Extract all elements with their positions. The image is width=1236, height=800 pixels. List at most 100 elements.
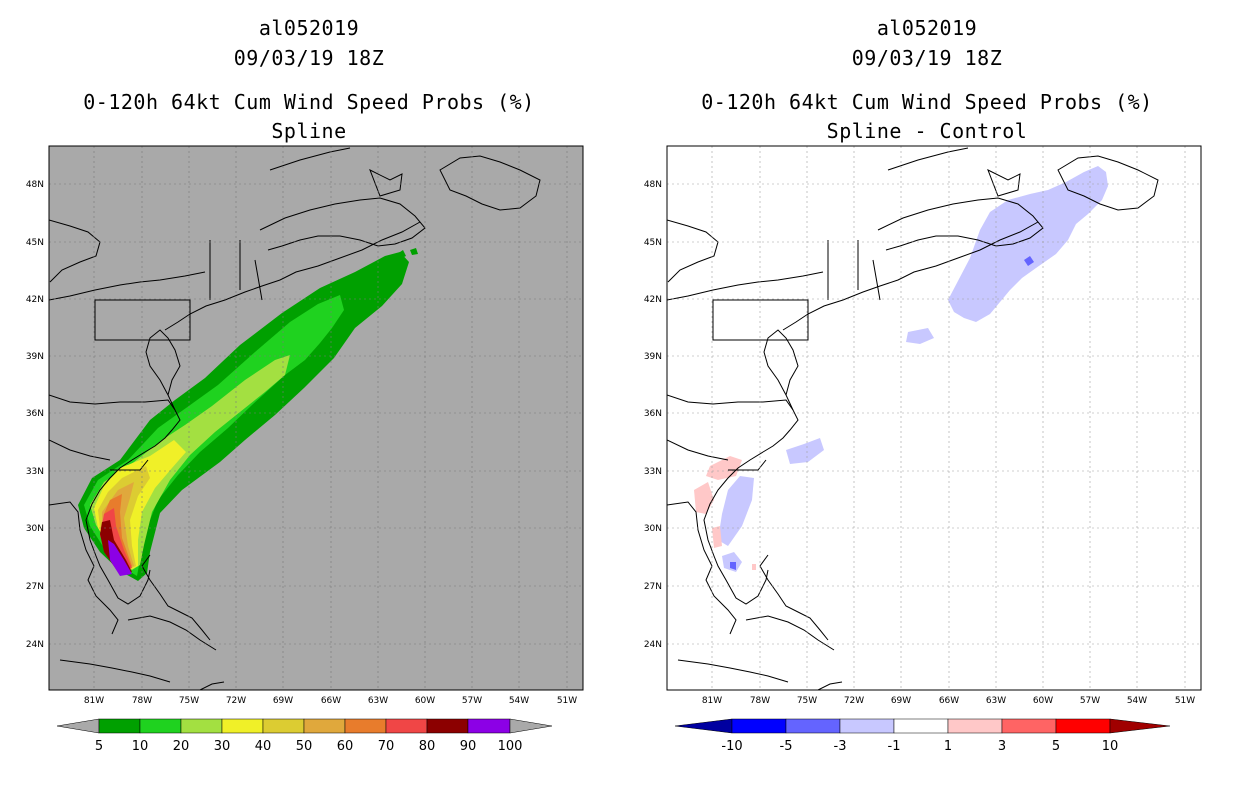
colorbar-label: 70 bbox=[378, 739, 395, 754]
contour-80 bbox=[100, 520, 132, 572]
colorbar-label: 5 bbox=[95, 739, 103, 754]
contour-small-blob-2 bbox=[410, 248, 418, 255]
lon-label: 72W bbox=[226, 696, 246, 706]
lat-label: 48N bbox=[26, 180, 44, 190]
colorbar-swatch bbox=[98, 718, 141, 734]
lon-label: 60W bbox=[415, 696, 435, 706]
left-panel: al052019 09/03/19 18Z 0-120h 64kt Cum Wi… bbox=[26, 16, 584, 754]
colorbar-swatch bbox=[303, 718, 346, 734]
colorbar-swatch bbox=[893, 718, 949, 734]
colorbar-swatch bbox=[221, 718, 264, 734]
lon-label: 81W bbox=[84, 696, 104, 706]
lon-label: 72W bbox=[844, 696, 864, 706]
colorbar-label: 80 bbox=[419, 739, 436, 754]
contour-90 bbox=[108, 540, 132, 576]
contour-small-blob bbox=[397, 250, 406, 259]
colorbar-labels: 5 10 20 30 40 50 60 70 80 90 100 bbox=[95, 739, 523, 754]
lat-label: 33N bbox=[26, 467, 44, 477]
colorbar-swatch bbox=[947, 718, 1003, 734]
lon-label: 75W bbox=[797, 696, 817, 706]
diff-negative-3-region-4 bbox=[718, 476, 754, 546]
colorbar-swatch bbox=[180, 718, 223, 734]
lon-label: 57W bbox=[462, 696, 482, 706]
lat-label: 36N bbox=[26, 409, 44, 419]
colorbar-swatch bbox=[139, 718, 182, 734]
colorbar-label: 3 bbox=[998, 739, 1006, 754]
colorbar-over-arrow bbox=[1109, 718, 1171, 734]
colorbar-label: 1 bbox=[944, 739, 952, 754]
lat-label: 39N bbox=[644, 352, 662, 362]
lon-label: 54W bbox=[1127, 696, 1147, 706]
map-frame bbox=[666, 145, 1202, 691]
map-background bbox=[667, 146, 1201, 690]
lat-labels: 48N 45N 42N 39N 36N 33N 30N 27N 24N bbox=[644, 180, 662, 650]
colorbar-under-arrow bbox=[674, 718, 733, 734]
colorbar-swatch bbox=[344, 718, 387, 734]
lat-label: 39N bbox=[26, 352, 44, 362]
lat-label: 48N bbox=[644, 180, 662, 190]
colorbar-label: 30 bbox=[214, 739, 231, 754]
colorbar-label: 10 bbox=[1102, 739, 1119, 754]
colorbar-label: -5 bbox=[780, 739, 793, 754]
product-title: 0-120h 64kt Cum Wind Speed Probs (%) bbox=[701, 90, 1153, 114]
diff-negative-5-spot bbox=[1024, 256, 1034, 266]
lat-label: 24N bbox=[644, 640, 662, 650]
diff-negative-3-region-3 bbox=[786, 438, 824, 464]
colorbar-label: 40 bbox=[255, 739, 272, 754]
lon-label: 63W bbox=[368, 696, 388, 706]
diff-positive-3-region-4 bbox=[752, 564, 756, 570]
colorbar-under-arrow bbox=[56, 718, 100, 734]
datetime-title: 09/03/19 18Z bbox=[851, 46, 1003, 70]
graticule bbox=[49, 146, 583, 690]
colorbar-labels: -10 -5 -3 -1 1 3 5 10 bbox=[721, 739, 1118, 754]
storm-id-title: al052019 bbox=[258, 16, 360, 40]
colorbar-label: 90 bbox=[460, 739, 477, 754]
right-panel: al052019 09/03/19 18Z 0-120h 64kt Cum Wi… bbox=[618, 0, 1236, 800]
datetime-title: 09/03/19 18Z bbox=[233, 46, 385, 70]
colorbar-swatch bbox=[785, 718, 841, 734]
diff-negative-5-spot-2 bbox=[730, 562, 736, 570]
colorbar-swatch bbox=[839, 718, 895, 734]
map-frame bbox=[48, 145, 584, 691]
lon-label: 81W bbox=[702, 696, 722, 706]
lat-label: 30N bbox=[26, 524, 44, 534]
colorbar-label: 20 bbox=[173, 739, 190, 754]
colorbar bbox=[674, 718, 1171, 734]
left-map-svg: 48N 45N 42N 39N 36N 33N 30N 27N 24N 81W … bbox=[26, 145, 584, 754]
lat-label: 45N bbox=[644, 238, 662, 248]
diff-negative-3-region-2 bbox=[906, 328, 934, 344]
lat-label: 33N bbox=[644, 467, 662, 477]
lon-label: 60W bbox=[1033, 696, 1053, 706]
lon-label: 57W bbox=[1080, 696, 1100, 706]
lon-label: 66W bbox=[939, 696, 959, 706]
lat-label: 42N bbox=[644, 295, 662, 305]
lon-label: 63W bbox=[986, 696, 1006, 706]
colorbar-label: 50 bbox=[296, 739, 313, 754]
colorbar-swatch bbox=[731, 718, 787, 734]
lon-label: 69W bbox=[891, 696, 911, 706]
colorbar-label: -1 bbox=[888, 739, 901, 754]
lon-label: 69W bbox=[273, 696, 293, 706]
colorbar-label: -3 bbox=[834, 739, 847, 754]
storm-id-title: al052019 bbox=[876, 16, 978, 40]
colorbar-label: -10 bbox=[721, 739, 742, 754]
colorbar-label: 10 bbox=[132, 739, 149, 754]
colorbar-swatch bbox=[1055, 718, 1111, 734]
lat-label: 36N bbox=[644, 409, 662, 419]
subtitle: Spline - Control bbox=[826, 119, 1028, 143]
colorbar-label: 100 bbox=[498, 739, 523, 754]
lon-label: 51W bbox=[1175, 696, 1195, 706]
lon-label: 78W bbox=[750, 696, 770, 706]
probability-contours bbox=[78, 248, 418, 581]
product-title: 0-120h 64kt Cum Wind Speed Probs (%) bbox=[83, 90, 535, 114]
colorbar-swatch bbox=[262, 718, 305, 734]
colorbar-over-arrow bbox=[509, 718, 553, 734]
lon-label: 51W bbox=[557, 696, 577, 706]
colorbar bbox=[56, 718, 553, 734]
graticule bbox=[667, 146, 1201, 690]
lat-label: 42N bbox=[26, 295, 44, 305]
lon-label: 66W bbox=[321, 696, 341, 706]
lat-label: 45N bbox=[26, 238, 44, 248]
diff-negative-3-region bbox=[948, 166, 1108, 322]
right-map-svg: 48N 45N 42N 39N 36N 33N 30N 27N 24N 81W … bbox=[644, 145, 1202, 754]
